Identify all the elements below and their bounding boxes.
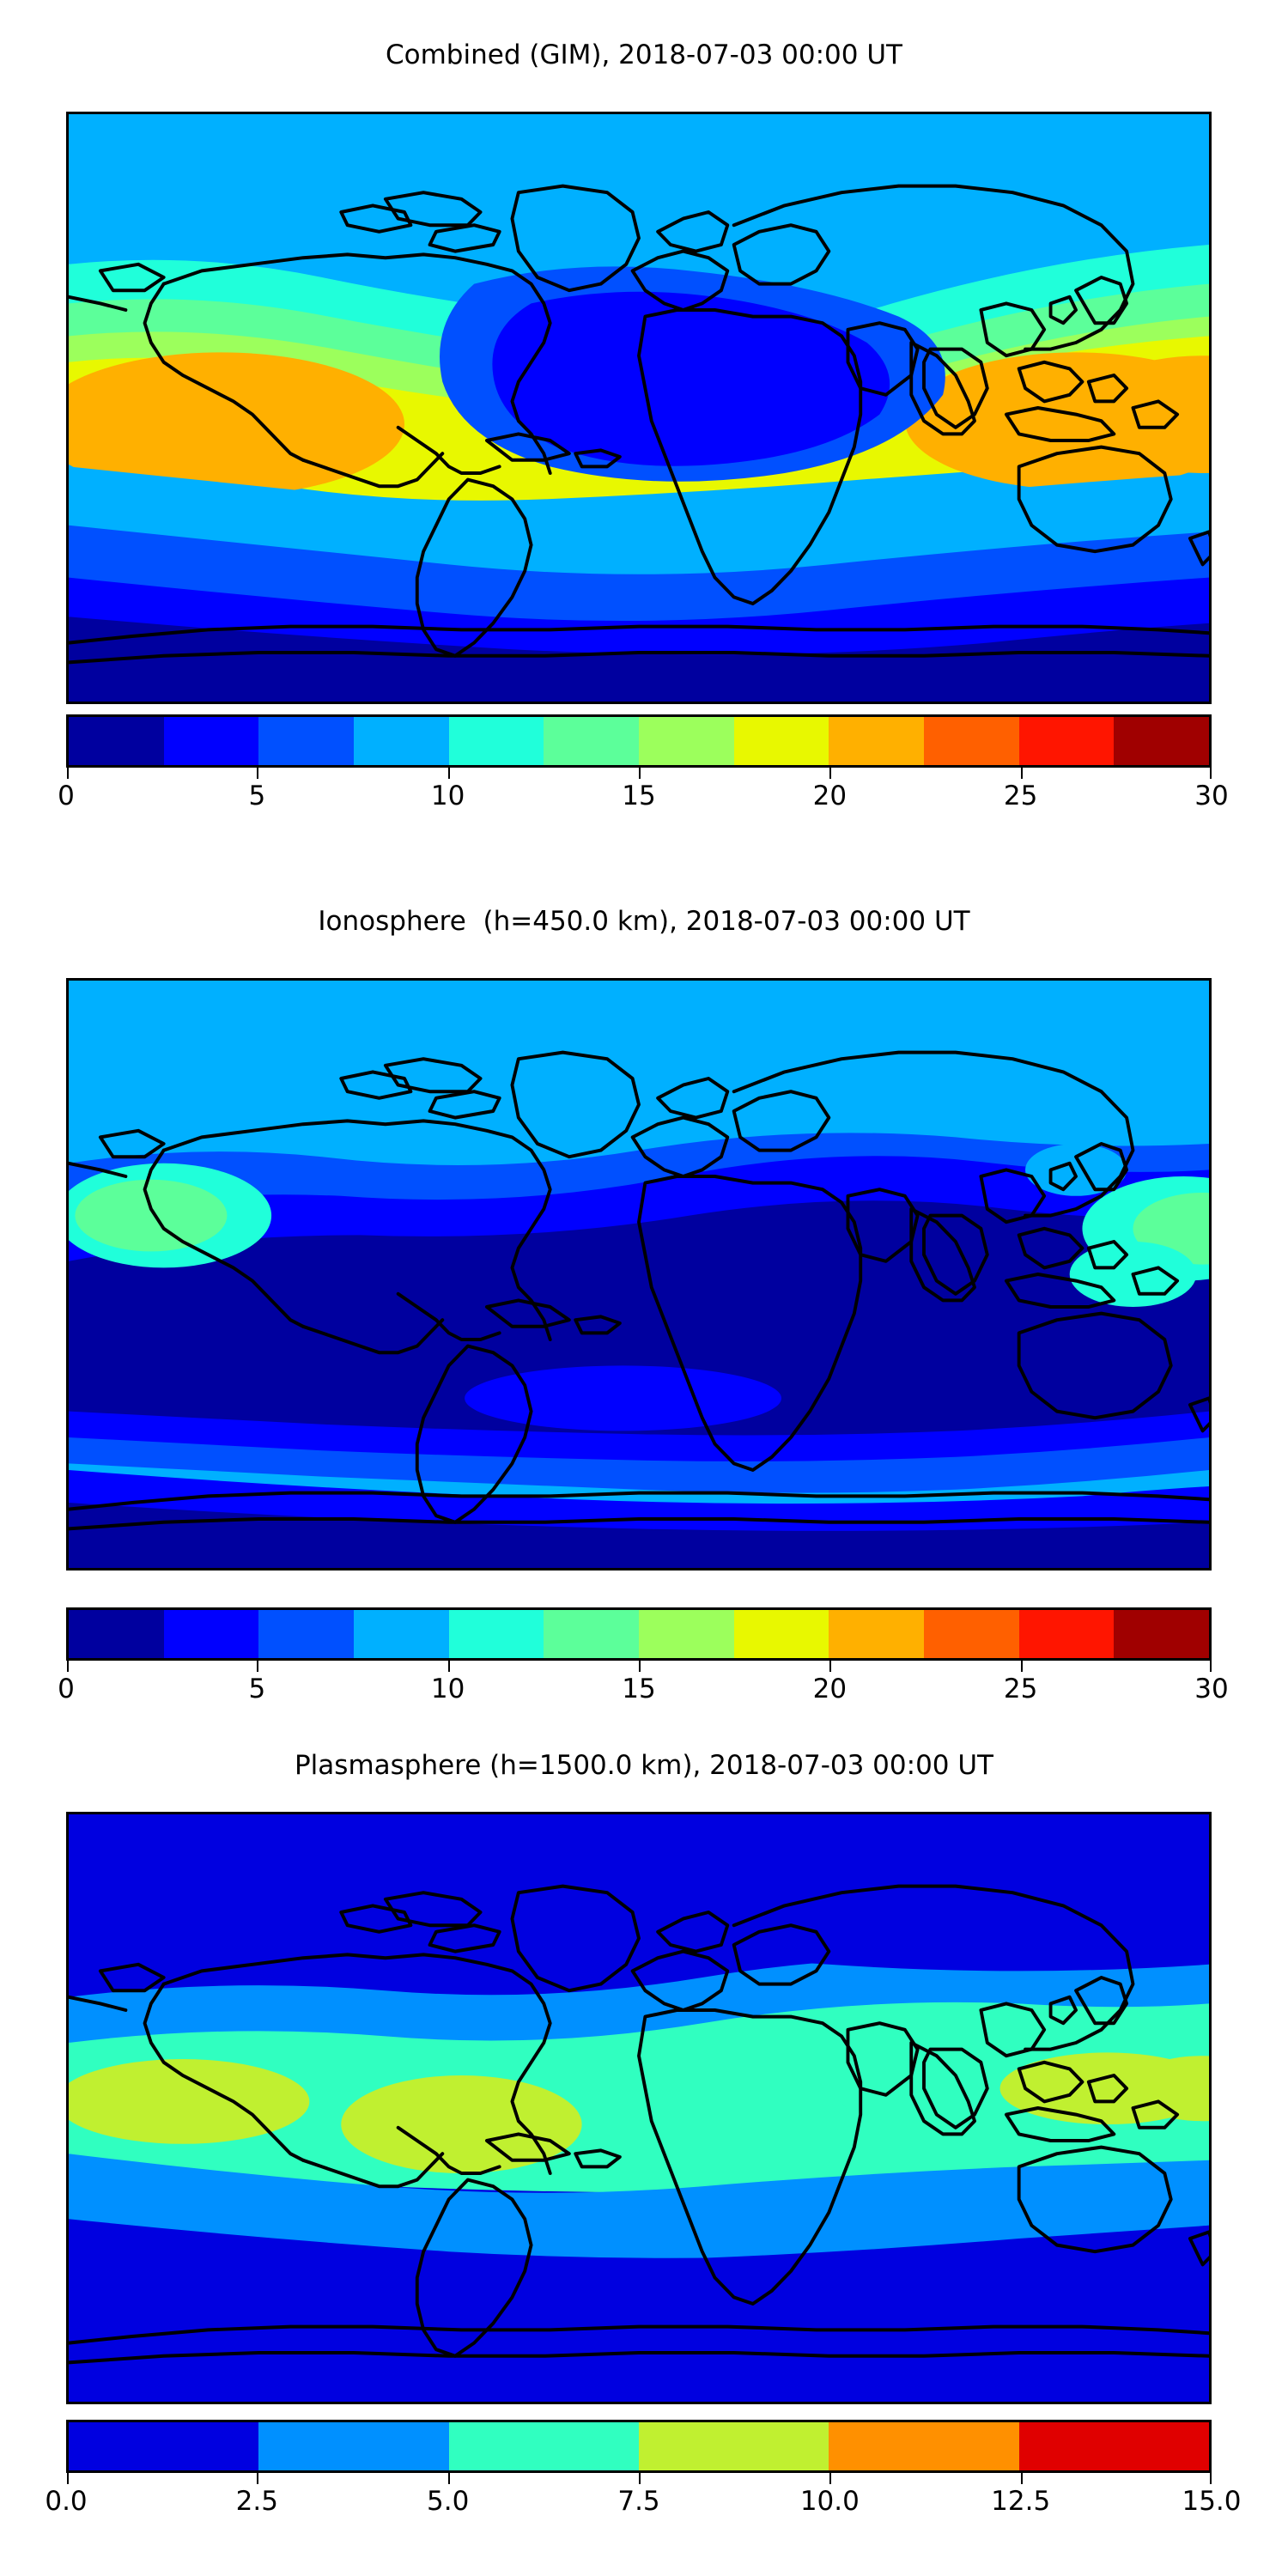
colorbar-tick	[829, 1661, 832, 1672]
colorbar-strip-2	[66, 1607, 1212, 1661]
colorbar-tick	[639, 2473, 641, 2484]
colorbar-segment	[829, 2422, 1019, 2470]
colorbar-segment	[639, 717, 734, 765]
colorbar-segment	[258, 2422, 449, 2470]
colorbar-segment	[1018, 2422, 1209, 2470]
colorbar-tick	[639, 1661, 641, 1672]
colorbar-tick-label: 10	[430, 1674, 465, 1704]
map-contours-ionosphere	[69, 981, 1209, 1568]
colorbar-tick	[447, 2473, 450, 2484]
colorbar-segment	[69, 1610, 164, 1658]
colorbar-tick-label: 2.5	[235, 2486, 278, 2517]
colorbar-segment	[448, 717, 544, 765]
map-plasmasphere-1500	[66, 1812, 1212, 2404]
map-canvas-combined	[69, 114, 1209, 702]
colorbar-tick-label: 30	[1194, 1674, 1229, 1704]
colorbar-tick	[1020, 1661, 1023, 1672]
colorbar-segment	[1114, 1610, 1209, 1658]
colorbar-tick	[257, 1661, 259, 1672]
colorbar-segment	[544, 717, 640, 765]
colorbar-segment	[354, 1610, 449, 1658]
map-combined-gim	[66, 112, 1212, 704]
colorbar-segment	[638, 2422, 829, 2470]
colorbar-tick	[829, 768, 832, 779]
coastlines-combined	[69, 184, 1209, 665]
colorbar-segment	[163, 1610, 259, 1658]
colorbar-segment	[1114, 717, 1209, 765]
colorbar-tick	[257, 2473, 259, 2484]
colorbar-combined-gim: 0 5 10 15 20 25 30	[58, 714, 1229, 814]
colorbar-tick	[639, 768, 641, 779]
colorbar-tick-label: 15	[622, 781, 656, 811]
colorbar-tick-label: 5	[248, 781, 266, 811]
colorbar-segment	[258, 1610, 355, 1658]
colorbar-tick-label: 20	[812, 1674, 848, 1704]
colorbar-tick-label: 15	[622, 1674, 656, 1704]
colorbar-tick	[447, 768, 450, 779]
colorbar-tick	[1020, 768, 1023, 779]
colorbar-axis-2: 0 5 10 15 20 25 30	[58, 1661, 1229, 1707]
colorbar-tick-label: 0	[58, 1674, 75, 1704]
colorbar-segment	[354, 717, 449, 765]
coastlines-ionosphere	[69, 1050, 1209, 1531]
colorbar-segment	[639, 1610, 734, 1658]
colorbar-ionosphere-450: 0 5 10 15 20 25 30	[58, 1607, 1229, 1707]
colorbar-tick	[1210, 2473, 1212, 2484]
colorbar-tick	[829, 2473, 832, 2484]
colorbar-segment	[1018, 717, 1115, 765]
coastlines-plasmasphere	[69, 1884, 1209, 2365]
colorbar-axis-3: 0.0 2.5 5.0 7.5 10.0 12.5 15.0	[45, 2473, 1242, 2519]
colorbar-tick-label: 5	[248, 1674, 266, 1704]
colorbar-tick	[1210, 768, 1212, 779]
colorbar-tick	[257, 768, 259, 779]
colorbar-tick-label: 30	[1194, 781, 1229, 811]
panel-title-plasmasphere: Plasmasphere (h=1500.0 km), 2018-07-03 0…	[294, 1750, 993, 1781]
colorbar-tick	[1020, 2473, 1023, 2484]
map-canvas-plasmasphere	[69, 1814, 1209, 2402]
colorbar-segment	[69, 717, 164, 765]
map-ionosphere-450	[66, 978, 1212, 1571]
colorbar-segment	[924, 717, 1019, 765]
map-canvas-ionosphere	[69, 981, 1209, 1568]
map-contours-combined	[69, 114, 1209, 702]
colorbar-tick	[1210, 1661, 1212, 1672]
colorbar-tick-label: 10.0	[799, 2486, 860, 2517]
colorbar-segment	[829, 717, 925, 765]
panel-title-ionosphere: Ionosphere (h=450.0 km), 2018-07-03 00:0…	[318, 906, 970, 937]
panel-title-combined-gim: Combined (GIM), 2018-07-03 00:00 UT	[386, 39, 902, 70]
colorbar-segment	[1018, 1610, 1115, 1658]
colorbar-tick-label: 12.5	[991, 2486, 1051, 2517]
colorbar-tick-label: 25	[1003, 1674, 1038, 1704]
colorbar-tick-label: 5.0	[427, 2486, 470, 2517]
colorbar-tick-label: 0	[58, 781, 75, 811]
colorbar-tick	[67, 1661, 69, 1672]
colorbar-segment	[163, 717, 259, 765]
colorbar-segment	[544, 1610, 640, 1658]
colorbar-tick-label: 7.5	[617, 2486, 660, 2517]
colorbar-tick-label: 0.0	[45, 2486, 88, 2517]
colorbar-tick-label: 15.0	[1182, 2486, 1242, 2517]
colorbar-tick	[447, 1661, 450, 1672]
colorbar-strip-1	[66, 714, 1212, 768]
colorbar-axis-1: 0 5 10 15 20 25 30	[58, 768, 1229, 814]
map-contours-plasmasphere	[69, 1814, 1209, 2402]
colorbar-segment	[829, 1610, 925, 1658]
colorbar-segment	[448, 1610, 544, 1658]
colorbar-tick-label: 20	[812, 781, 848, 811]
colorbar-tick	[67, 2473, 69, 2484]
colorbar-tick-label: 10	[430, 781, 465, 811]
colorbar-segment	[258, 717, 355, 765]
colorbar-tick	[67, 768, 69, 779]
colorbar-strip-3	[66, 2420, 1212, 2473]
colorbar-segment	[69, 2422, 259, 2470]
colorbar-segment	[733, 1610, 829, 1658]
colorbar-segment	[924, 1610, 1019, 1658]
colorbar-segment	[448, 2422, 639, 2470]
colorbar-tick-label: 25	[1003, 781, 1038, 811]
colorbar-segment	[733, 717, 829, 765]
colorbar-plasmasphere-1500: 0.0 2.5 5.0 7.5 10.0 12.5 15.0	[45, 2420, 1242, 2519]
